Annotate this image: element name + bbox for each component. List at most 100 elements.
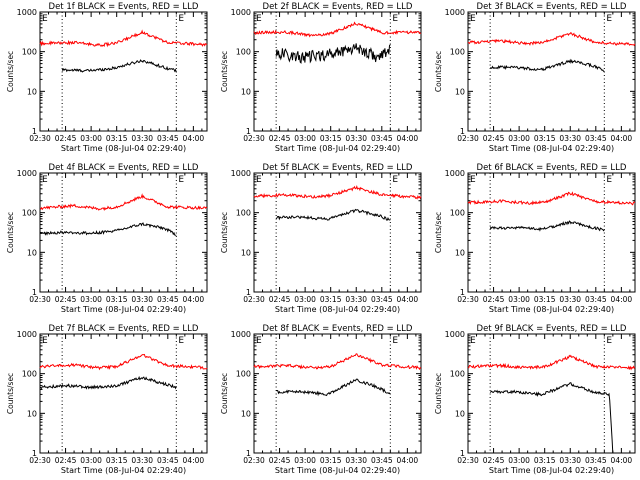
x-tick-label: 04:00 [611, 456, 633, 465]
panel-title: Det 3f BLACK = Events, RED = LLD [477, 2, 627, 12]
y-tick-label: 1 [246, 449, 251, 458]
y-tick-label: 1 [32, 127, 37, 136]
x-tick-label: 04:00 [183, 295, 205, 304]
plot-frame [253, 333, 422, 454]
y-tick-label: 100 [236, 209, 251, 218]
x-tick-label: 03:15 [534, 134, 556, 143]
x-tick-label: 03:15 [106, 295, 128, 304]
x-axis-label: Start Time (08-Jul-04 02:29:40) [61, 305, 186, 314]
panel-title: Det 9f BLACK = Events, RED = LLD [477, 324, 627, 334]
lld-series-line [467, 191, 636, 206]
y-axis-label: Counts/sec [434, 212, 443, 253]
x-tick-label: 03:00 [294, 134, 316, 143]
y-tick-label: 1000 [17, 330, 37, 339]
x-tick-label: 02:45 [55, 456, 77, 465]
events-series-line [489, 382, 614, 454]
corner-marker-right: E [392, 336, 398, 346]
corner-marker-right: E [606, 336, 612, 346]
y-tick-label: 10 [455, 248, 465, 257]
x-tick-label: 03:45 [157, 295, 179, 304]
x-tick-label: 03:00 [80, 295, 102, 304]
x-tick-label: 03:30 [131, 295, 153, 304]
y-tick-label: 10 [455, 409, 465, 418]
y-tick-label: 1000 [17, 169, 37, 178]
y-tick-label: 1 [460, 127, 465, 136]
x-axis-label: Start Time (08-Jul-04 02:29:40) [489, 466, 614, 475]
y-tick-label: 10 [27, 248, 37, 257]
corner-marker-right: E [392, 14, 398, 24]
corner-marker-left: E [470, 175, 476, 185]
corner-marker-left: E [256, 14, 262, 24]
lld-series-line [253, 353, 422, 371]
x-tick-label: 02:30 [243, 134, 265, 143]
x-tick-label: 03:45 [371, 295, 393, 304]
panel-title: Det 6f BLACK = Events, RED = LLD [477, 163, 627, 173]
x-tick-label: 02:45 [55, 295, 77, 304]
x-tick-label: 04:00 [397, 134, 419, 143]
y-tick-label: 1000 [231, 8, 251, 17]
x-tick-label: 02:30 [457, 456, 479, 465]
y-tick-label: 100 [22, 370, 37, 379]
x-tick-label: 03:00 [294, 295, 316, 304]
y-tick-label: 100 [236, 370, 251, 379]
x-tick-label: 04:00 [397, 456, 419, 465]
x-tick-label: 03:45 [371, 134, 393, 143]
detector-panel: Det 6f BLACK = Events, RED = LLD 1 10 100 10… [434, 163, 636, 314]
x-tick-label: 03:30 [345, 295, 367, 304]
y-tick-label: 10 [455, 87, 465, 96]
x-tick-label: 03:15 [320, 456, 342, 465]
x-tick-label: 03:30 [131, 134, 153, 143]
plot-frame [39, 333, 208, 454]
events-series-line [489, 58, 605, 72]
x-tick-label: 03:45 [371, 456, 393, 465]
lld-series-line [467, 32, 636, 47]
plot-frame [467, 333, 636, 454]
x-tick-label: 03:00 [80, 456, 102, 465]
x-tick-label: 02:45 [269, 295, 291, 304]
y-tick-label: 1 [32, 449, 37, 458]
x-tick-label: 03:00 [508, 456, 530, 465]
corner-marker-right: E [178, 336, 184, 346]
y-axis-label: Counts/sec [6, 212, 15, 253]
y-tick-label: 1 [246, 127, 251, 136]
x-tick-label: 04:00 [183, 456, 205, 465]
x-tick-label: 03:30 [131, 456, 153, 465]
y-axis-label: Counts/sec [6, 51, 15, 92]
detector-panel: Det 7f BLACK = Events, RED = LLD 1 10 100 10… [6, 324, 208, 475]
x-tick-label: 03:00 [294, 456, 316, 465]
x-tick-label: 02:30 [243, 456, 265, 465]
x-tick-label: 03:15 [320, 295, 342, 304]
y-axis-label: Counts/sec [6, 373, 15, 414]
x-tick-label: 03:30 [345, 134, 367, 143]
corner-marker-left: E [42, 14, 48, 24]
corner-marker-left: E [42, 336, 48, 346]
detector-panel: Det 4f BLACK = Events, RED = LLD 1 10 100 10… [6, 163, 208, 314]
x-tick-label: 03:30 [559, 456, 581, 465]
y-axis-label: Counts/sec [220, 212, 229, 253]
x-tick-label: 03:45 [585, 134, 607, 143]
corner-marker-right: E [606, 175, 612, 185]
corner-marker-right: E [606, 14, 612, 24]
y-tick-label: 100 [450, 209, 465, 218]
x-tick-label: 03:15 [106, 456, 128, 465]
y-tick-label: 100 [236, 48, 251, 57]
y-axis-label: Counts/sec [220, 51, 229, 92]
lld-series-line [467, 354, 636, 371]
x-tick-label: 03:45 [157, 456, 179, 465]
lld-series-line [39, 29, 208, 48]
x-axis-label: Start Time (08-Jul-04 02:29:40) [61, 144, 186, 153]
panel-title: Det 8f BLACK = Events, RED = LLD [263, 324, 413, 334]
x-tick-label: 03:00 [508, 295, 530, 304]
events-series-line [276, 378, 391, 397]
y-tick-label: 1000 [445, 169, 465, 178]
x-axis-label: Start Time (08-Jul-04 02:29:40) [275, 305, 400, 314]
x-tick-label: 03:00 [80, 134, 102, 143]
x-tick-label: 02:30 [243, 295, 265, 304]
y-tick-label: 1000 [231, 169, 251, 178]
x-tick-label: 04:00 [397, 295, 419, 304]
y-tick-label: 100 [22, 209, 37, 218]
corner-marker-left: E [470, 14, 476, 24]
x-tick-label: 02:30 [29, 295, 51, 304]
x-tick-label: 02:45 [269, 134, 291, 143]
